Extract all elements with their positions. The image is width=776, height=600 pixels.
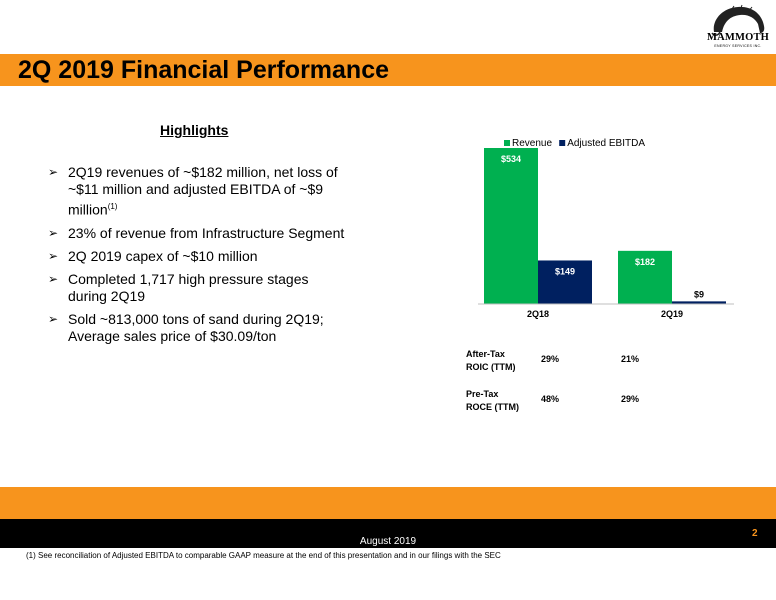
- bullet-text: Sold ~813,000 tons of sand during 2Q19; …: [68, 310, 324, 344]
- legend-swatch: [559, 140, 566, 146]
- arrow-bullet-icon: ➢: [48, 225, 59, 240]
- arrow-bullet-icon: ➢: [48, 271, 59, 286]
- ratio-value-2q19: 29%: [621, 394, 640, 404]
- list-item: ➢ Completed 1,717 high pressure stages du…: [48, 271, 348, 305]
- revenue-ebitda-bar-chart: Revenue Adjusted EBITDA $534 $149 $182 $9 2Q…: [478, 138, 734, 319]
- title-bar: [0, 54, 776, 86]
- footer-date: August 2019: [359, 536, 417, 547]
- ratio-label: Pre-Tax ROCE (TTM): [466, 389, 519, 412]
- page-number: 2: [752, 528, 758, 539]
- footer-orange-band: [0, 487, 776, 519]
- bar-adjusted-ebitda-2q19: [672, 301, 726, 304]
- logo-subtitle: ENERGY SERVICES INC.: [714, 44, 762, 48]
- list-item: ➢ 23% of revenue from Infrastructure Segm…: [48, 225, 348, 242]
- category-tick-label: 2Q19: [661, 309, 683, 319]
- ratio-label: After-Tax ROIC (TTM): [466, 349, 516, 372]
- list-item: ➢ Sold ~813,000 tons of sand during 2Q19;…: [48, 311, 348, 345]
- footnote-marker: (1): [107, 202, 118, 211]
- ratios-table: After-Tax ROIC (TTM) 29% 21% Pre-Tax ROCE …: [466, 348, 686, 428]
- data-label: $534: [501, 154, 521, 164]
- table-row: After-Tax ROIC (TTM) 29% 21%: [466, 348, 686, 388]
- category-tick-label: 2Q18: [527, 309, 549, 319]
- data-label: $182: [635, 257, 655, 267]
- list-item: ➢ 2Q19 revenues of ~$182 million, net los…: [48, 164, 348, 219]
- highlights-heading: Highlights: [160, 122, 229, 138]
- bar-adjusted-ebitda-2q18: [538, 260, 592, 304]
- bar-revenue-2q19: [618, 250, 672, 304]
- arrow-bullet-icon: ➢: [48, 311, 59, 326]
- highlights-list: ➢ 2Q19 revenues of ~$182 million, net los…: [48, 164, 348, 351]
- data-label: $9: [694, 289, 704, 299]
- page-title: 2Q 2019 Financial Performance: [18, 56, 390, 84]
- arrow-bullet-icon: ➢: [48, 165, 59, 179]
- ratio-value-2q19: 21%: [621, 354, 640, 364]
- bullet-text: 2Q 2019 capex of ~$10 million: [68, 247, 258, 264]
- bullet-text: 23% of revenue from Infrastructure Segme…: [68, 224, 345, 241]
- footnote: (1) See reconciliation of Adjusted EBITD…: [26, 551, 501, 560]
- bullet-text: 2Q19 revenues of ~$182 million, net loss…: [68, 164, 338, 218]
- footer-black-band: [0, 519, 776, 548]
- legend-entry: Revenue: [512, 138, 552, 149]
- list-item: ➢ 2Q 2019 capex of ~$10 million: [48, 248, 348, 265]
- bullet-text: Completed 1,717 high pressure stages dur…: [68, 270, 309, 304]
- ratio-value-2q18: 29%: [541, 354, 560, 364]
- logo-wordmark: MAMMOTH: [706, 32, 770, 43]
- legend-swatch: [504, 140, 510, 146]
- table-row: Pre-Tax ROCE (TTM) 48% 29%: [466, 388, 686, 428]
- arrow-bullet-icon: ➢: [48, 248, 59, 263]
- bar-revenue-2q18: [484, 148, 538, 304]
- legend-entry: Adjusted EBITDA: [567, 138, 645, 149]
- data-label: $149: [555, 266, 575, 276]
- ratio-value-2q18: 48%: [541, 394, 560, 404]
- mammoth-logo-icon: [711, 4, 765, 36]
